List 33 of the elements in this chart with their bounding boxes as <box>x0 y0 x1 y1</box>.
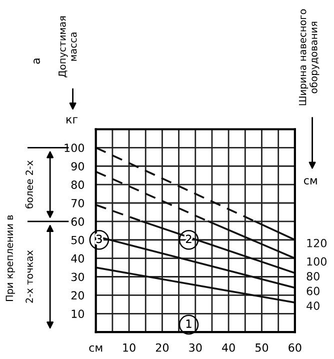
text: При креплении в <box>6 215 15 302</box>
y-tick-label: 80 <box>71 180 84 189</box>
text: кг <box>66 117 78 124</box>
series-label: 40 <box>306 302 320 310</box>
series-label: 60 <box>306 286 320 296</box>
x-tick-label: см <box>89 345 102 352</box>
series-label: 120 <box>307 238 327 248</box>
series-label: 100 <box>307 257 327 266</box>
x-tick-label: 10 <box>123 343 136 352</box>
y-tick-label: 10 <box>72 310 84 318</box>
chart-title: а <box>34 58 40 64</box>
x-tick-label: 30 <box>189 343 202 352</box>
y-tick-label: 60 <box>71 217 84 226</box>
text: Допустимая масса <box>58 16 77 78</box>
y-tick-label: 90 <box>71 162 84 170</box>
annotation: 1 <box>186 320 192 328</box>
y-tick-label: 40 <box>71 254 84 263</box>
x-tick-label: 20 <box>156 343 169 352</box>
x-tick-label: 50 <box>256 343 268 352</box>
y-tick-label: 50 <box>71 236 84 244</box>
text: 2-х точках <box>26 250 33 303</box>
annotation: 3 <box>96 234 102 244</box>
text: Ширина навесного оборудования <box>299 9 320 106</box>
annotation: 2 <box>186 234 192 243</box>
y-tick-label: 20 <box>71 291 84 300</box>
text: см <box>304 178 317 185</box>
text: более 2-х <box>25 160 33 208</box>
series-label: 80 <box>306 272 320 280</box>
y-tick-label: 70 <box>72 198 84 208</box>
y-tick-label: 100 <box>64 144 84 152</box>
x-tick-label: 60 <box>288 343 302 352</box>
y-tick-label: 30 <box>71 272 84 282</box>
x-tick-label: 40 <box>222 343 235 352</box>
